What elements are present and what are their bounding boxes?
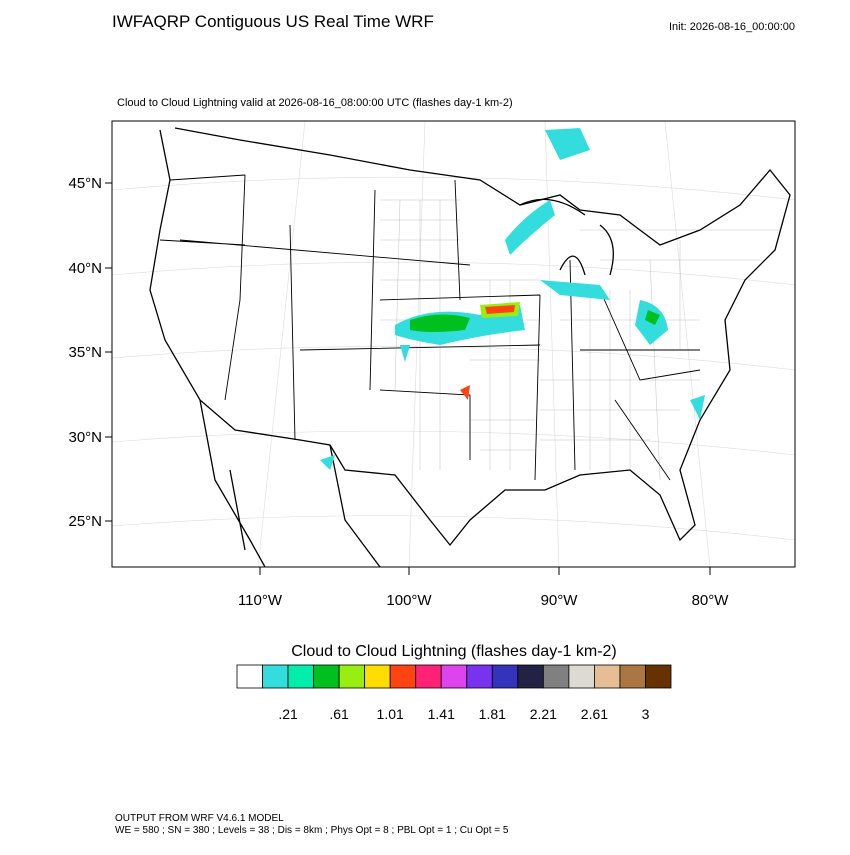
- colorbar-box: [287, 664, 314, 689]
- colorbar-box: [440, 664, 468, 689]
- coastlines-and-borders: [149, 127, 791, 567]
- lon-label: 110°W: [238, 592, 283, 609]
- footer-line: WE = 580 ; SN = 380 ; Levels = 38 ; Dis …: [115, 825, 509, 836]
- init-time: Init: 2026-08-16_00:00:00: [669, 21, 795, 33]
- colorbar-title: Cloud to Cloud Lightning (flashes day-1 …: [291, 643, 617, 660]
- colorbar: .21 .61 1.01 1.41 1.81 2.21 2.61 3: [236, 664, 672, 722]
- colorbar-box: [619, 664, 646, 689]
- lat-labels: 45°N 40°N 35°N 30°N 25°N: [68, 175, 112, 530]
- map-frame: [111, 120, 796, 568]
- footer-line: OUTPUT FROM WRF V4.6.1 MODEL: [115, 813, 284, 824]
- lat-label: 25°N: [68, 513, 102, 530]
- colorbar-box: [364, 664, 391, 689]
- lon-label: 80°W: [692, 592, 730, 609]
- lat-label: 30°N: [68, 429, 102, 446]
- lat-label: 40°N: [68, 260, 102, 277]
- map: [112, 121, 795, 567]
- lightning-areas: [320, 128, 705, 470]
- colorbar-label: 1.01: [377, 706, 404, 722]
- colorbar-box: [389, 664, 417, 689]
- colorbar-label: 1.41: [428, 706, 455, 722]
- colorbar-label: 2.61: [581, 706, 608, 722]
- lon-labels: 110°W 100°W 90°W 80°W: [238, 567, 729, 609]
- colorbar-box: [594, 664, 621, 689]
- colorbar-box: [262, 664, 289, 689]
- colorbar-label: 3: [642, 706, 650, 722]
- colorbar-box: [517, 664, 544, 689]
- colorbar-box: [645, 664, 672, 689]
- colorbar-box: [491, 664, 519, 689]
- lon-label: 90°W: [541, 592, 579, 609]
- lon-label: 100°W: [386, 592, 432, 609]
- colorbar-box: [542, 664, 570, 689]
- colorbar-box: [466, 664, 493, 689]
- lat-label: 45°N: [68, 175, 102, 192]
- colorbar-box: [415, 664, 442, 689]
- colorbar-label: 2.21: [530, 706, 557, 722]
- colorbar-label: 1.81: [479, 706, 506, 722]
- colorbar-box: [568, 664, 595, 689]
- colorbar-box: [236, 664, 263, 689]
- title: IWFAQRP Contiguous US Real Time WRF: [112, 12, 434, 31]
- colorbar-label: .21: [278, 706, 298, 722]
- lat-label: 35°N: [68, 344, 102, 361]
- map-subtitle: Cloud to Cloud Lightning valid at 2026-0…: [117, 97, 513, 109]
- colorbar-box: [338, 664, 366, 689]
- colorbar-box: [313, 664, 340, 689]
- colorbar-label: .61: [329, 706, 349, 722]
